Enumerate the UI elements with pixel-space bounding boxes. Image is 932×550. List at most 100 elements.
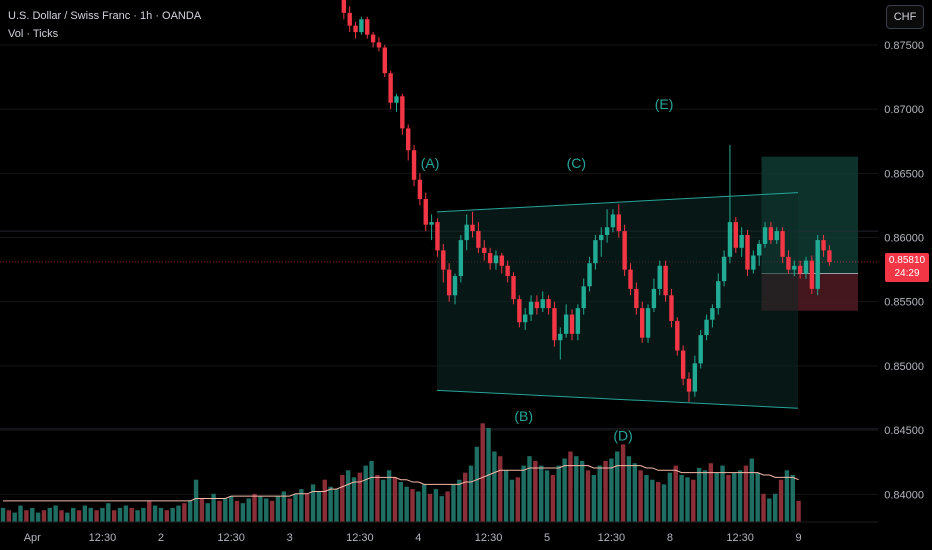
volume-bar	[111, 510, 117, 522]
candle-body	[353, 25, 358, 33]
candle-body	[634, 288, 639, 309]
volume-bar	[708, 463, 714, 522]
wave-label: (A)	[421, 155, 440, 171]
volume-bar	[205, 503, 210, 522]
price-tick-label: 0.87500	[884, 40, 924, 52]
volume-bar	[585, 470, 591, 522]
symbol-title[interactable]: U.S. Dollar / Swiss Franc · 1h · OANDA	[8, 10, 202, 22]
volume-bar	[656, 482, 661, 522]
volume-bar	[527, 456, 532, 522]
candle-body	[669, 295, 674, 321]
volume-bar	[269, 500, 275, 522]
channel-upper-line	[436, 192, 799, 213]
candle-body	[751, 255, 756, 270]
price-tick-label: 0.84000	[884, 489, 924, 501]
volume-bar	[515, 477, 520, 522]
candle-body	[487, 252, 493, 264]
volume-bar	[726, 475, 731, 522]
candle-body	[786, 256, 791, 270]
volume-bar	[626, 456, 632, 522]
candle-body	[499, 255, 504, 266]
volume-bar	[35, 512, 41, 522]
volume-bar	[439, 496, 444, 522]
candle-body	[727, 222, 733, 257]
volume-bar	[696, 467, 702, 522]
candle-body	[552, 308, 557, 341]
volume-bar	[199, 498, 205, 522]
last-price-value: 0.85810	[888, 255, 926, 266]
volume-bar	[275, 496, 281, 522]
candle-body	[458, 240, 464, 277]
volume-bar	[117, 507, 123, 522]
candle-body	[341, 0, 347, 13]
candle-body	[599, 234, 604, 241]
volume-bar	[193, 479, 199, 522]
candle-body	[686, 378, 692, 392]
candle-body	[528, 301, 534, 315]
candle-body	[464, 224, 469, 241]
time-tick-label: 2	[158, 532, 164, 544]
candle-body	[698, 335, 703, 364]
volume-bar	[287, 498, 292, 522]
volume-indicator-label[interactable]: Vol · Ticks	[8, 28, 59, 40]
volume-bar	[188, 500, 193, 522]
candle-body	[347, 12, 352, 26]
volume-bar	[784, 470, 790, 522]
volume-bar	[562, 458, 567, 522]
volume-bar	[644, 475, 649, 522]
candle-body	[821, 240, 826, 251]
volume-bar	[293, 493, 298, 522]
volume-bar	[252, 493, 257, 522]
candle-body	[628, 269, 633, 289]
time-tick-label: 4	[415, 532, 421, 544]
volume-bar	[702, 470, 708, 522]
candle-body	[429, 222, 434, 225]
time-tick-label: 12:30	[217, 532, 245, 544]
volume-bar	[340, 475, 345, 522]
candle-body	[534, 301, 540, 309]
candle-body	[757, 243, 762, 256]
candle-body	[446, 269, 452, 296]
candle-body	[452, 276, 458, 296]
volume-bar	[556, 465, 561, 522]
channel-fill	[437, 192, 798, 409]
time-tick-label: 3	[287, 532, 293, 544]
candle-body	[721, 256, 727, 282]
candle-body	[569, 314, 575, 334]
volume-bar	[158, 507, 164, 522]
volume-bar	[53, 505, 58, 522]
candle-body	[675, 320, 680, 351]
volume-bar	[182, 503, 187, 522]
volume-bar	[6, 510, 12, 522]
candle-body	[493, 255, 499, 264]
volume-bar	[106, 503, 111, 522]
price-tick-label: 0.87000	[884, 104, 924, 116]
candle-body	[803, 260, 809, 274]
candle-body	[587, 263, 592, 287]
candle-body	[546, 299, 551, 309]
volume-bar	[240, 503, 246, 522]
volume-bar	[375, 475, 380, 522]
volume-bar	[579, 460, 585, 522]
volume-bar	[246, 498, 251, 522]
price-axis[interactable]: 0.87500 0.87000 0.86500 0.86000 0.85500 0.850…	[884, 40, 924, 501]
time-axis[interactable]: Apr 12:30 2 12:30 3 12:30 4 12:30 5 12:30 8 12:30 9	[0, 521, 878, 544]
candle-body	[739, 234, 744, 248]
volume-bar	[88, 507, 93, 522]
currency-button[interactable]: CHF	[886, 5, 924, 29]
volume-bar	[351, 477, 357, 522]
volume-bar	[474, 446, 480, 522]
volume-bar	[369, 460, 374, 522]
candle-body	[616, 214, 621, 232]
candle-body	[622, 231, 627, 270]
volume-bar	[615, 451, 620, 522]
volume-bar	[264, 498, 269, 522]
candle-body	[470, 224, 475, 232]
volume-bar	[720, 465, 725, 522]
candle-body	[680, 350, 686, 379]
volume-bar	[533, 460, 538, 522]
candle-body	[505, 265, 510, 277]
volume-bar	[609, 458, 614, 522]
candle-body	[733, 222, 738, 248]
